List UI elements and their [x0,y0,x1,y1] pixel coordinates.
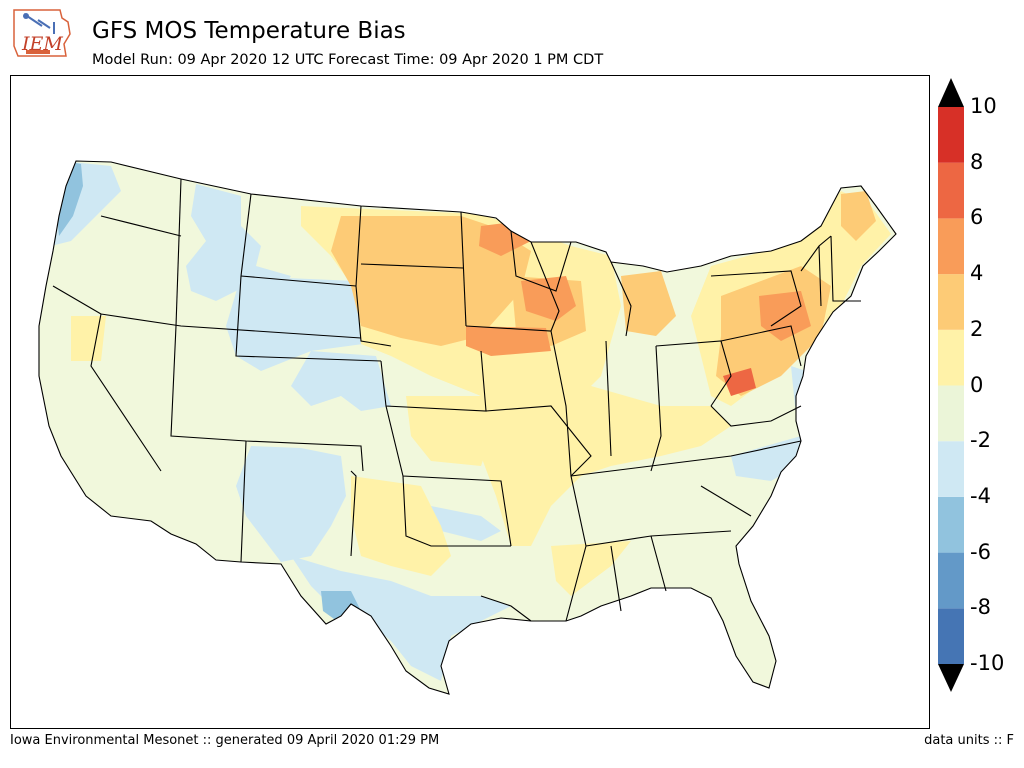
state-borders [38,160,897,695]
colorbar-band [938,608,964,664]
colorbar-extend-low [938,664,964,692]
colorbar-band [938,441,964,497]
bias-region-texas-south [291,556,511,681]
colorbar-tick-label: -8 [970,595,991,620]
colorbar-band [938,385,964,442]
map-title: GFS MOS Temperature Bias [92,18,406,44]
footer-credit: Iowa Environmental Mesonet :: generated … [10,733,440,748]
logo-text: IEM [22,33,63,55]
bias-region-gulf-yellow [551,541,631,596]
map-subtitle: Model Run: 09 Apr 2020 12 UTC Forecast T… [92,52,604,68]
colorbar-tick-label: 4 [970,261,984,286]
conus-map [38,160,897,695]
colorbar-band [938,552,964,609]
bias-region-michigan-orange [621,271,676,336]
bias-region-wyoming [226,276,363,371]
bias-region-midwest-yellow [481,376,731,546]
bias-region-wi-orange-red [521,276,576,321]
colorbar-tick-label: -2 [970,428,991,453]
colorbar-tick-label: 0 [970,372,984,397]
colorbar-graphic [938,78,964,692]
colorbar-tick-label: 10 [970,94,997,118]
colorbar-band [938,107,964,163]
footer-units: data units :: F [924,733,1014,748]
bias-region-dakotas-orange [331,216,531,346]
bias-region-az-nm [236,446,346,562]
iem-logo: IEM [8,6,76,64]
colorbar-tick-label: -10 [970,651,1005,675]
bias-region-colorado [291,351,391,411]
colorbar-band [938,274,964,330]
colorbar-band [938,329,964,386]
bias-region-maine-orange [841,191,876,241]
bias-region-southern-plains-yellow [351,476,451,576]
colorbar-tick-label: 8 [970,149,984,174]
colorbar-tick-label: -6 [970,539,991,564]
colorbar-extend-high [938,78,964,107]
bias-region-nevada-yellow [71,316,106,361]
bias-region-idaho-montana [186,184,291,301]
colorbar-tick-label: 2 [970,316,984,341]
bias-contours [49,161,891,681]
bias-region-iowa-orange-red [466,326,551,356]
colorbar-band [938,496,964,553]
bias-region-kansas-yellow [406,396,491,466]
colorbar-tick-label: -4 [970,483,991,508]
colorbar-band [938,162,964,219]
colorbar-band [938,218,964,275]
bias-region-ok-panhandle [431,506,501,541]
bias-region-pa-orange-red [759,291,811,341]
colorbar [938,78,964,692]
map-frame [10,75,930,729]
colorbar-tick-label: 6 [970,205,984,230]
